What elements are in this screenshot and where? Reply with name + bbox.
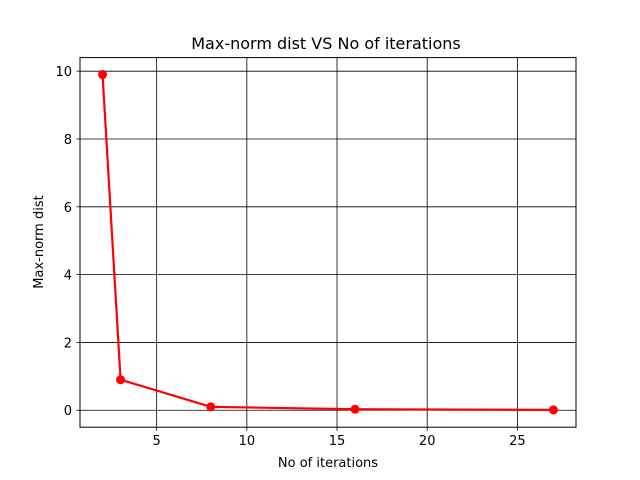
x-tick-label: 20 bbox=[419, 434, 436, 449]
x-axis-ticks: 5 10 15 20 25 bbox=[153, 427, 526, 449]
series-layer bbox=[98, 70, 558, 415]
y-axis-label: Max-norm dist bbox=[32, 195, 47, 288]
y-tick-label: 8 bbox=[64, 133, 72, 148]
y-tick-label: 6 bbox=[64, 201, 72, 216]
y-tick-label: 10 bbox=[55, 65, 72, 80]
data-point bbox=[548, 405, 558, 415]
y-tick-label: 0 bbox=[64, 404, 72, 419]
y-axis-ticks: 0 2 4 6 8 10 bbox=[55, 65, 80, 419]
x-tick-label: 15 bbox=[329, 434, 346, 449]
x-axis-label: No of iterations bbox=[278, 456, 378, 471]
plot-frame bbox=[79, 57, 577, 428]
y-tick-label: 2 bbox=[64, 336, 72, 351]
x-tick-label: 5 bbox=[153, 434, 161, 449]
x-tick-label: 10 bbox=[239, 434, 256, 449]
data-point bbox=[98, 70, 108, 80]
data-point bbox=[116, 375, 126, 385]
x-tick-label: 25 bbox=[509, 434, 526, 449]
grid bbox=[80, 57, 576, 428]
chart-title: Max-norm dist VS No of iterations bbox=[191, 34, 461, 53]
data-point bbox=[206, 402, 216, 412]
data-point bbox=[350, 404, 360, 414]
series-line bbox=[101, 74, 554, 412]
y-tick-label: 4 bbox=[64, 269, 72, 284]
